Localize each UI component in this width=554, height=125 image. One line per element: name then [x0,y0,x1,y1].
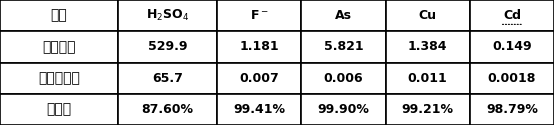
Text: 污酸: 污酸 [50,9,68,23]
Text: As: As [335,9,352,22]
Text: 1.181: 1.181 [239,40,279,53]
Bar [118,31,217,62]
Bar [301,62,386,94]
Text: 99.21%: 99.21% [402,103,454,116]
Bar [386,31,470,62]
Bar [386,0,470,31]
Bar [470,62,554,94]
Text: 87.60%: 87.60% [141,103,193,116]
Text: H$_2$SO$_4$: H$_2$SO$_4$ [146,8,189,23]
Bar [470,94,554,125]
Bar [470,0,554,31]
Bar [301,94,386,125]
Text: 98.79%: 98.79% [486,103,538,116]
Text: Cd: Cd [503,9,521,22]
Bar [386,62,470,94]
Text: 0.149: 0.149 [492,40,532,53]
Bar [0,62,118,94]
Text: 1.384: 1.384 [408,40,448,53]
Bar [0,31,118,62]
Text: 0.006: 0.006 [324,72,363,85]
Text: 65.7: 65.7 [152,72,183,85]
Bar [118,0,217,31]
Bar [118,94,217,125]
Bar [217,62,301,94]
Bar [217,94,301,125]
Bar [217,31,301,62]
Text: 529.9: 529.9 [148,40,187,53]
Bar [118,62,217,94]
Text: 99.90%: 99.90% [317,103,370,116]
Text: 处理后浓度: 处理后浓度 [38,71,80,85]
Text: Cu: Cu [419,9,437,22]
Bar [217,0,301,31]
Text: 99.41%: 99.41% [233,103,285,116]
Text: F$^-$: F$^-$ [250,9,269,22]
Text: 初始浓度: 初始浓度 [42,40,76,54]
Text: 0.007: 0.007 [239,72,279,85]
Bar [0,94,118,125]
Bar [301,0,386,31]
Text: 去除率: 去除率 [47,102,71,116]
Text: 0.0018: 0.0018 [488,72,536,85]
Bar [386,94,470,125]
Bar [470,31,554,62]
Bar [301,31,386,62]
Bar [0,0,118,31]
Text: 5.821: 5.821 [324,40,363,53]
Text: 0.011: 0.011 [408,72,448,85]
